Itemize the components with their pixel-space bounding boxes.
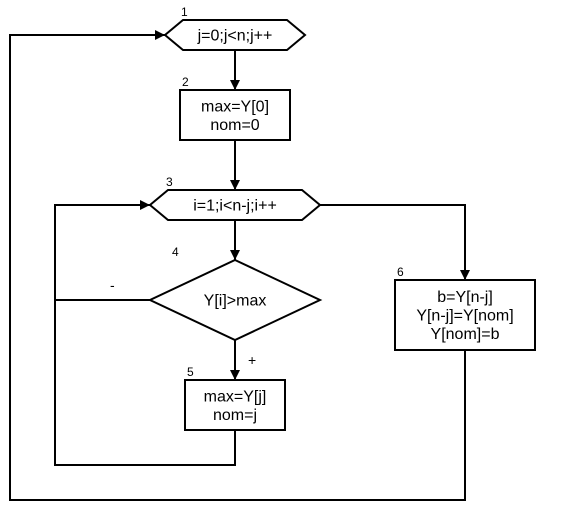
num-n6: 6 <box>397 265 404 279</box>
num-n5: 5 <box>187 365 194 379</box>
label-n1-line-0: j=0;j<n;j++ <box>197 28 273 45</box>
arrowhead <box>460 270 470 280</box>
num-n3: 3 <box>166 175 173 189</box>
num-n2: 2 <box>182 75 189 89</box>
arrowhead <box>140 200 150 210</box>
label-n3-line-0: i=1;i<n-j;i++ <box>193 198 277 215</box>
arrowhead <box>230 370 240 380</box>
arrowhead <box>230 180 240 190</box>
arrowhead <box>230 250 240 260</box>
edge-sign-3: + <box>248 352 256 368</box>
edge-sign-4: - <box>110 277 115 293</box>
arrowhead <box>230 80 240 90</box>
label-n6-line-0: b=Y[n-j] <box>437 289 493 306</box>
label-n2-line-1: nom=0 <box>210 117 259 134</box>
arrowhead <box>155 30 165 40</box>
label-n2-line-0: max=Y[0] <box>201 98 269 115</box>
label-n5-line-0: max=Y[j] <box>204 388 267 405</box>
edge-5 <box>55 205 235 465</box>
label-n5-line-1: nom=j <box>213 407 257 424</box>
label-n6-line-2: Y[nom]=b <box>431 326 500 343</box>
num-n4: 4 <box>172 245 179 259</box>
edge-4 <box>55 205 150 300</box>
num-n1: 1 <box>181 5 188 19</box>
edge-6 <box>320 205 465 280</box>
label-n4-line-0: Y[i]>max <box>204 293 267 310</box>
label-n6-line-1: Y[n-j]=Y[nom] <box>416 308 513 325</box>
